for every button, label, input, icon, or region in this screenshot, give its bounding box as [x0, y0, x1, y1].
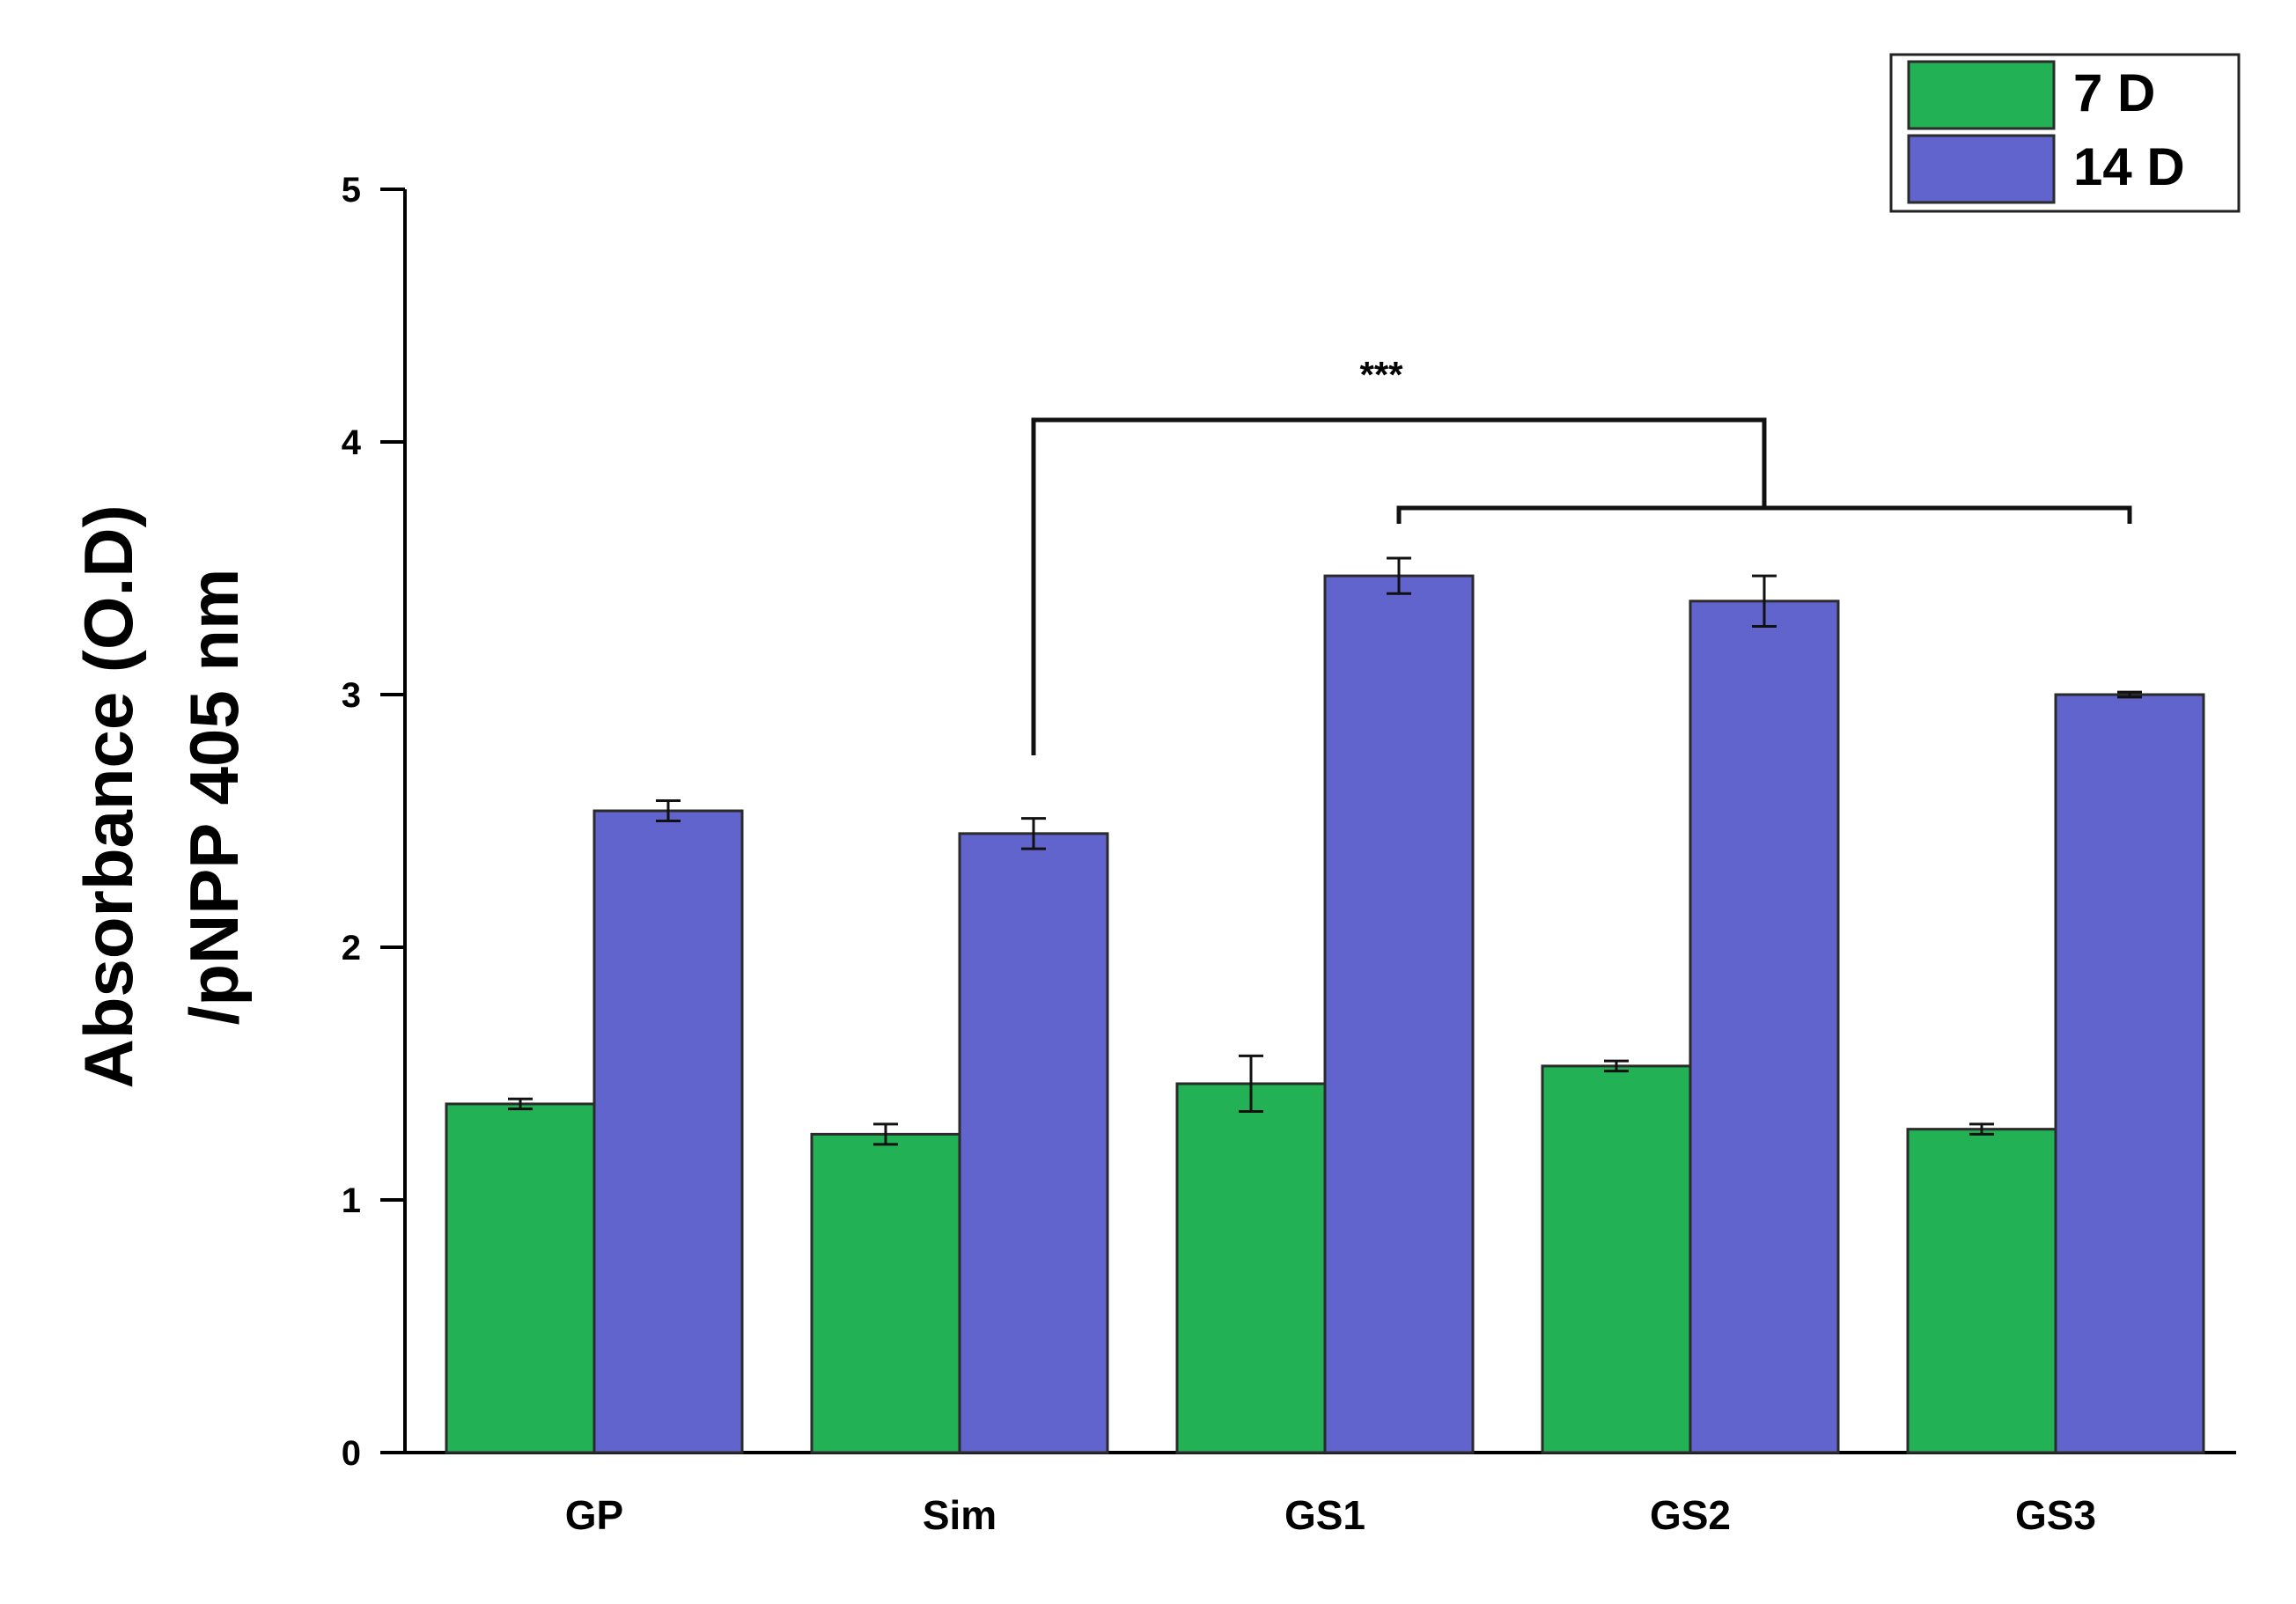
- y-tick-label: 2: [342, 929, 361, 968]
- y-axis-label-line1: Absorbance (O.D): [70, 504, 147, 1088]
- legend-label: 7 D: [2073, 63, 2155, 122]
- x-tick-label: Sim: [923, 1492, 997, 1538]
- legend: 7 D 14 D: [1889, 53, 2241, 213]
- bar-14d-sim: [958, 832, 1109, 1454]
- legend-swatch: [1907, 134, 2056, 204]
- bar-14d-gs1: [1323, 574, 1475, 1454]
- y-tick-label: 3: [342, 676, 361, 715]
- y-tick-label: 4: [342, 423, 362, 462]
- error-bars: [508, 556, 2142, 1146]
- x-tick-label: GS1: [1284, 1492, 1365, 1538]
- bar-7d-gs3: [1906, 1128, 2057, 1454]
- bar-14d-gs2: [1689, 600, 1840, 1454]
- bars: [445, 574, 2205, 1454]
- y-axis-label-line2: /pNPP 405 nm: [175, 569, 253, 1026]
- x-tick-label: GP: [565, 1492, 623, 1538]
- y-tick-label: 1: [342, 1181, 361, 1220]
- significance-label: ***: [1359, 354, 1403, 395]
- y-tick-label: 5: [342, 171, 361, 210]
- legend-label: 14 D: [2073, 137, 2185, 196]
- bar-7d-gs1: [1175, 1082, 1327, 1454]
- annotations: ***: [1031, 354, 2132, 755]
- bar-7d-sim: [810, 1132, 961, 1454]
- x-tick-label: GS3: [2015, 1492, 2096, 1538]
- bar-7d-gs2: [1541, 1064, 1692, 1454]
- bar-14d-gp: [592, 809, 744, 1454]
- axis-labels: Absorbance (O.D) /pNPP 405 nm: [70, 504, 253, 1088]
- y-tick-label: 0: [342, 1434, 361, 1473]
- y-axis-label: Absorbance (O.D) /pNPP 405 nm: [70, 504, 253, 1088]
- legend-swatch: [1907, 60, 2056, 130]
- bar-14d-gs3: [2054, 693, 2205, 1454]
- significance-bracket-outer: [1031, 417, 1767, 755]
- significance-bracket-inner: [1396, 505, 2132, 524]
- bar-7d-gp: [445, 1102, 596, 1454]
- x-tick-label: GS2: [1650, 1492, 1731, 1538]
